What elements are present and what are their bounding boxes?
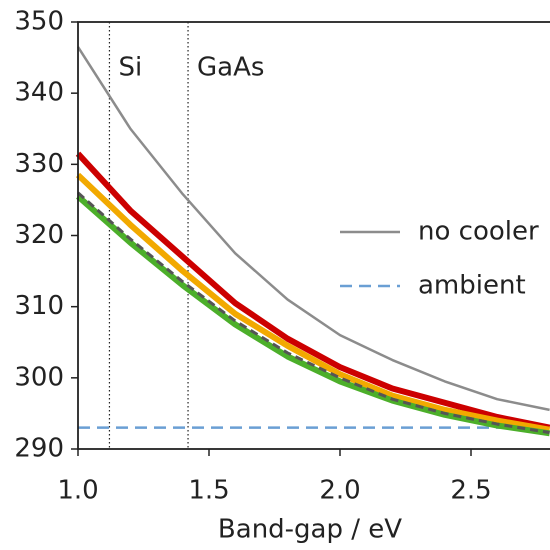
y-tick-label: 340 [14,78,64,108]
y-tick-label: 350 [14,7,64,37]
series-line [76,46,550,412]
x-tick-label: 1.0 [57,476,98,506]
y-tick-label: 320 [14,220,64,250]
annotation: Si [118,53,142,83]
y-tick-label: 290 [14,434,64,464]
x-tick-label: 2.5 [450,476,491,506]
x-tick-label: 2.0 [319,476,360,506]
x-tick-label: 1.5 [188,476,229,506]
x-axis-label: Band-gap / eV [218,515,402,545]
y-tick-label: 330 [14,149,64,179]
series-line [75,172,550,433]
legend-label: ambient [418,271,526,301]
series-line [77,191,550,435]
y-tick-label: 300 [14,362,64,392]
legend-label: no cooler [418,217,539,247]
plot-frame [77,21,550,450]
annotation: GaAs [197,53,264,83]
y-tick-label: 310 [14,291,64,321]
series-line [75,151,550,431]
